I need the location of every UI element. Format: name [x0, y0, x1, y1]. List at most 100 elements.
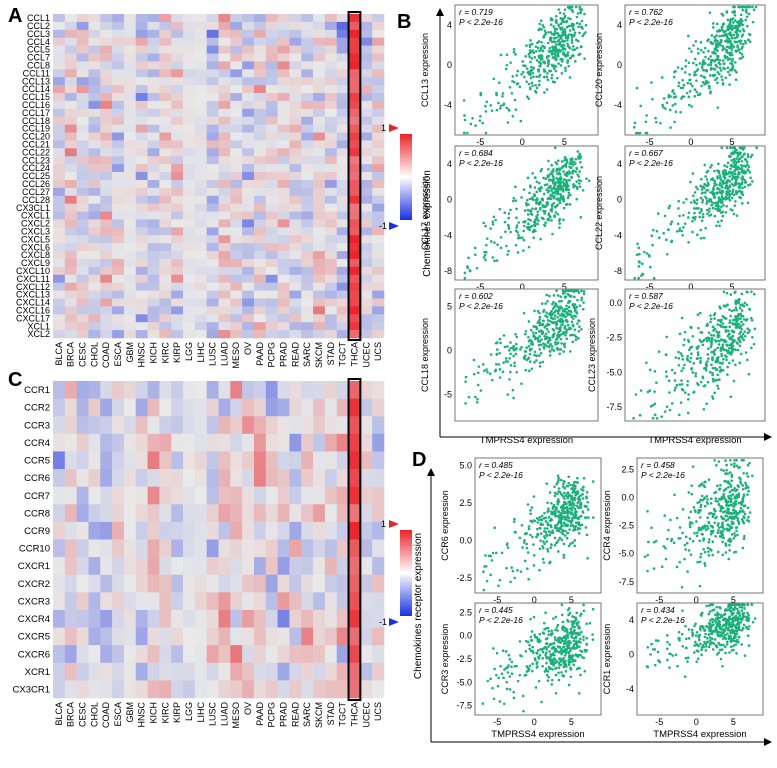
- scatter-point: [567, 16, 570, 20]
- scatter-point: [552, 312, 555, 315]
- heatmap-cell: [265, 322, 278, 331]
- scatter-point: [571, 496, 574, 500]
- scatter-point: [553, 37, 556, 40]
- scatter-point: [741, 323, 745, 326]
- scatter-point: [746, 331, 750, 335]
- scatter-point: [707, 331, 711, 335]
- scatter-point: [538, 315, 542, 319]
- heatmap-cell: [230, 21, 243, 31]
- heatmap-cell: [88, 381, 101, 399]
- heatmap-cell: [218, 14, 231, 23]
- heatmap-cell: [112, 243, 125, 252]
- scatter-point: [545, 203, 549, 207]
- heatmap-cell: [112, 124, 125, 133]
- heatmap-cell: [360, 469, 373, 487]
- scatter-point: [556, 197, 560, 201]
- scatter-point: [705, 202, 709, 205]
- heatmap-cell: [289, 14, 302, 23]
- heatmap-cell: [159, 108, 172, 118]
- heatmap-cell: [313, 282, 326, 291]
- heatmap-cell: [159, 164, 172, 173]
- scatter-point: [566, 36, 570, 40]
- heatmap-cell: [289, 21, 302, 31]
- scatter-point: [733, 204, 737, 207]
- scatter-point: [693, 88, 697, 92]
- heatmap-cell: [289, 451, 302, 470]
- heatmap-cell: [218, 100, 231, 110]
- heatmap-cell: [218, 314, 231, 323]
- scatter-point: [713, 169, 716, 173]
- heatmap-cell: [123, 258, 137, 268]
- heatmap-cell: [135, 53, 148, 62]
- column-label: UCEC: [361, 342, 371, 368]
- scatter-point: [564, 188, 568, 192]
- scatter-point: [529, 328, 533, 332]
- scatter-point: [678, 229, 681, 232]
- heatmap-cell: [76, 274, 89, 283]
- scatter-point: [692, 391, 695, 394]
- heatmap-cell: [194, 69, 207, 78]
- heatmap-cell: [218, 251, 231, 260]
- heatmap-cell: [242, 243, 255, 252]
- heatmap-cell: [135, 521, 148, 540]
- heatmap-cell: [112, 164, 125, 173]
- heatmap-cell: [76, 251, 89, 260]
- scatter-point: [533, 350, 537, 354]
- scatter-point: [688, 525, 692, 529]
- scatter-point: [517, 233, 520, 237]
- scatter-point: [709, 191, 712, 194]
- heatmap-cell: [301, 322, 314, 331]
- scatter-point: [541, 360, 545, 364]
- row-label: CCR3: [24, 420, 50, 431]
- heatmap-cell: [324, 330, 338, 339]
- heatmap-cell: [372, 381, 385, 399]
- heatmap-cell: [100, 504, 113, 523]
- heatmap-cell: [194, 298, 207, 307]
- heatmap-cell: [289, 282, 302, 291]
- scatter-point: [746, 475, 750, 478]
- heatmap-cell: [289, 148, 302, 157]
- row-label: CCR10: [19, 544, 50, 555]
- scatter-point: [531, 535, 534, 539]
- heatmap-cell: [301, 266, 314, 276]
- scatter-point: [728, 194, 732, 198]
- heatmap-cell: [171, 680, 184, 699]
- scatter-point: [731, 188, 735, 192]
- heatmap-cell: [76, 290, 89, 299]
- scatter-point: [534, 45, 538, 48]
- heatmap-cell: [218, 211, 231, 220]
- heatmap-cell: [360, 203, 373, 212]
- scatter-point: [711, 358, 714, 362]
- heatmap-cell: [123, 61, 137, 70]
- heatmap-cell: [336, 108, 349, 118]
- x-tick-label: 5: [730, 282, 735, 292]
- heatmap-cell: [218, 172, 231, 181]
- scatter-point: [691, 84, 694, 88]
- scatter-point: [705, 336, 708, 340]
- scatter-point: [720, 25, 724, 29]
- scatter-point: [564, 289, 568, 293]
- scatter-point: [711, 377, 715, 381]
- scatter-point: [542, 176, 545, 180]
- scatter-point: [718, 305, 721, 308]
- scatter-point: [563, 491, 566, 495]
- scatter-point: [538, 335, 541, 338]
- scatter-point: [507, 227, 511, 230]
- heatmap-cell: [336, 140, 349, 149]
- heatmap-cell: [242, 266, 255, 276]
- scatter-point: [532, 75, 535, 78]
- scatter-point: [720, 496, 724, 499]
- scatter-point: [536, 321, 540, 324]
- scatter-point: [529, 519, 532, 523]
- heatmap-cell: [112, 69, 125, 78]
- scatter-point: [665, 335, 668, 339]
- heatmap-cell: [53, 298, 66, 307]
- heatmap-cell: [289, 179, 302, 189]
- scatter-point: [555, 337, 558, 341]
- scatter-point: [560, 60, 564, 63]
- heatmap-cell: [112, 53, 125, 62]
- heatmap-cell: [147, 680, 160, 699]
- heatmap-cell: [265, 164, 278, 173]
- scatter-point: [533, 309, 536, 313]
- heatmap-cell: [88, 140, 101, 149]
